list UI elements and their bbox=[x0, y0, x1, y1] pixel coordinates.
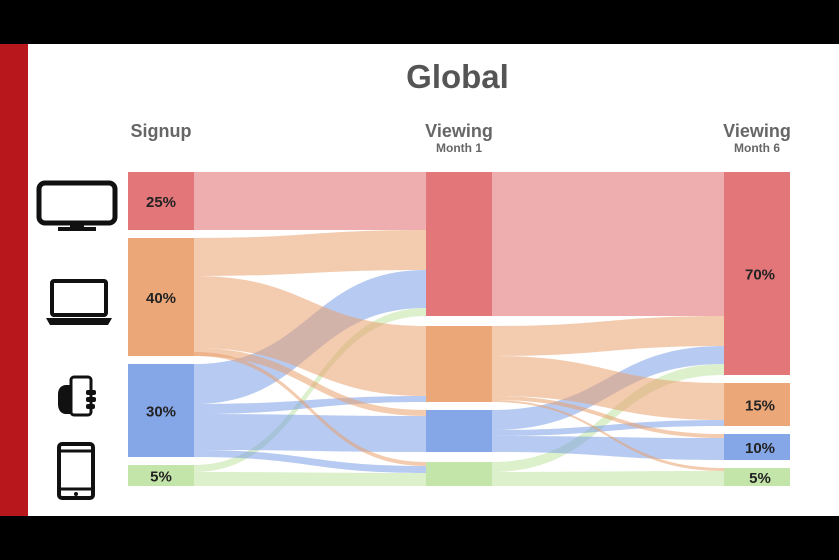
flow-signup-laptop-to-m1-phone bbox=[194, 348, 426, 416]
flow-m1-laptop-to-m6-tablet bbox=[492, 400, 724, 471]
signup-percent-tv: 25% bbox=[146, 194, 176, 211]
column-header-month6-label: Viewing bbox=[723, 121, 791, 141]
node-month1-tablet bbox=[426, 462, 492, 486]
flow-m1-laptop-to-m6-laptop bbox=[492, 356, 724, 420]
month6-percent-tablet: 5% bbox=[749, 470, 771, 487]
flow-signup-phone-to-m1-phone bbox=[194, 414, 426, 452]
node-month6-laptop bbox=[724, 383, 790, 426]
month6-percent-phone: 10% bbox=[745, 440, 775, 457]
column-header-signup: Signup bbox=[118, 121, 204, 141]
month6-percent-laptop: 15% bbox=[745, 398, 775, 415]
column-header-month1: Viewing Month 1 bbox=[408, 121, 510, 155]
flow-signup-phone-to-m1-tablet bbox=[194, 450, 426, 473]
column-header-month6: Viewing Month 6 bbox=[706, 121, 808, 155]
node-month6-phone bbox=[724, 434, 790, 460]
month6-percent-tv: 70% bbox=[745, 267, 775, 284]
flow-m1-phone-to-m6-phone bbox=[492, 436, 724, 460]
flow-m1-laptop-to-m6-tv bbox=[492, 316, 724, 356]
column-header-month1-sub: Month 1 bbox=[436, 141, 482, 155]
signup-percent-tablet: 5% bbox=[150, 469, 172, 486]
flow-signup-laptop-to-m1-laptop bbox=[194, 276, 426, 396]
tablet-icon bbox=[57, 442, 95, 500]
column-header-signup-label: Signup bbox=[130, 121, 192, 141]
flow-signup-tablet-to-m1-tablet bbox=[194, 472, 426, 486]
signup-percent-laptop: 40% bbox=[146, 290, 176, 307]
sankey-links bbox=[194, 172, 724, 486]
node-signup-laptop bbox=[128, 238, 194, 356]
flow-signup-laptop-to-m1-tv bbox=[194, 230, 426, 276]
chart-title: Global bbox=[406, 58, 509, 95]
flow-m1-tv-to-m6-tv bbox=[492, 172, 724, 316]
accent-bar bbox=[0, 44, 28, 516]
sankey-labels: 25% 40% 30% 5% 70% 15% 10% 5% bbox=[146, 194, 775, 487]
node-signup-phone bbox=[128, 364, 194, 457]
flow-signup-phone-to-m1-laptop bbox=[194, 396, 426, 414]
node-month1-laptop bbox=[426, 326, 492, 402]
flow-m1-laptop-to-m6-phone bbox=[492, 396, 724, 438]
flow-signup-laptop-to-m1-tablet bbox=[194, 352, 426, 466]
flow-signup-tablet-to-m1-tv bbox=[194, 308, 426, 472]
flow-m1-phone-to-m6-laptop bbox=[492, 420, 724, 436]
node-month6-tv bbox=[724, 172, 790, 375]
node-month6-tablet bbox=[724, 468, 790, 486]
flow-signup-tv-to-m1-tv bbox=[194, 172, 426, 230]
signup-percent-phone: 30% bbox=[146, 404, 176, 421]
tv-icon bbox=[36, 180, 118, 231]
sankey-nodes bbox=[128, 172, 790, 486]
column-header-month6-sub: Month 6 bbox=[734, 141, 780, 155]
node-signup-tablet bbox=[128, 465, 194, 486]
node-month1-phone bbox=[426, 410, 492, 452]
phone-icon bbox=[58, 375, 96, 417]
node-signup-tv bbox=[128, 172, 194, 230]
column-header-month1-label: Viewing bbox=[425, 121, 493, 141]
laptop-icon bbox=[46, 279, 112, 325]
flow-m1-tablet-to-m6-tablet bbox=[492, 471, 724, 486]
node-month1-tv bbox=[426, 172, 492, 316]
